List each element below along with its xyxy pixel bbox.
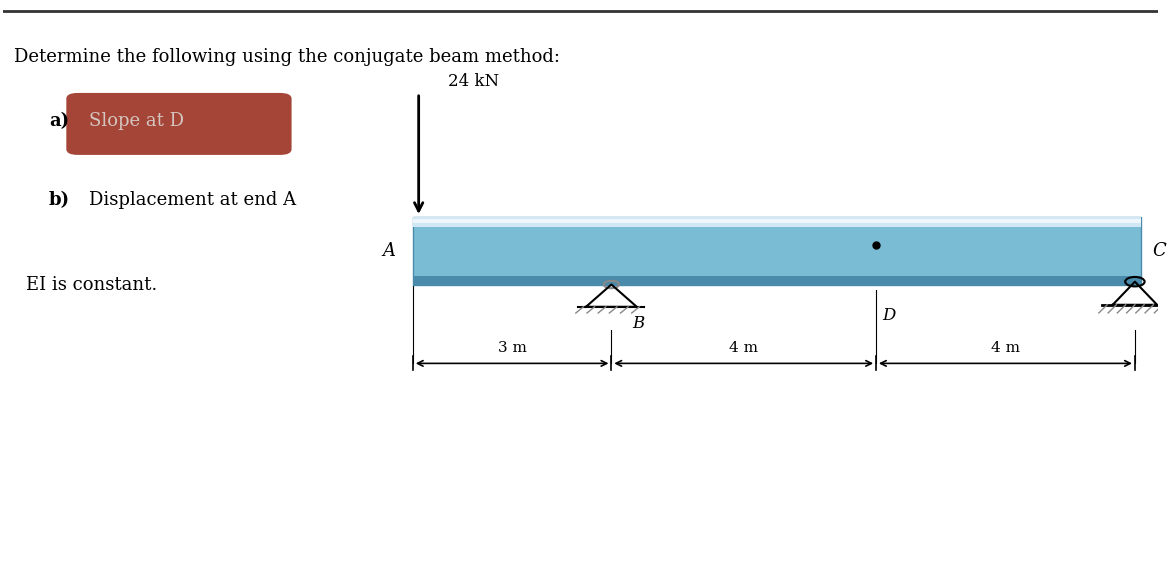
Text: Slope at D: Slope at D xyxy=(89,112,185,130)
Text: C: C xyxy=(1152,242,1166,259)
Bar xyxy=(413,219,1141,222)
Bar xyxy=(413,217,1141,284)
Text: 3 m: 3 m xyxy=(497,341,526,355)
Text: 4 m: 4 m xyxy=(729,341,758,355)
FancyBboxPatch shape xyxy=(67,93,291,155)
Text: B: B xyxy=(632,315,645,332)
Bar xyxy=(413,217,1141,227)
Text: Displacement at end A: Displacement at end A xyxy=(89,191,296,209)
Text: Determine the following using the conjugate beam method:: Determine the following using the conjug… xyxy=(14,48,560,66)
Text: A: A xyxy=(383,242,395,259)
Text: 24 kN: 24 kN xyxy=(448,73,498,90)
Text: EI is constant.: EI is constant. xyxy=(26,275,157,294)
Text: 4 m: 4 m xyxy=(991,341,1020,355)
Bar xyxy=(413,276,1141,284)
Text: a): a) xyxy=(49,112,69,130)
Text: b): b) xyxy=(49,191,70,209)
Text: D: D xyxy=(882,307,895,324)
